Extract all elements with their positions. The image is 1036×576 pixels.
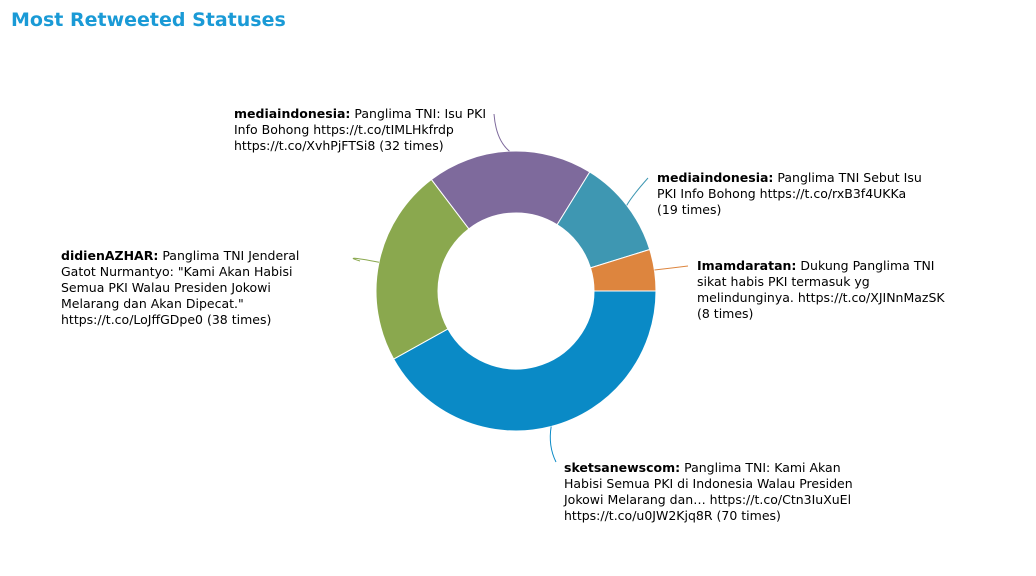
slice-label-2: didienAZHAR: Panglima TNI Jenderal Gatot… <box>61 248 333 328</box>
slice-label-1: sketsanewscom: Panglima TNI: Kami Akan H… <box>564 460 864 524</box>
slice-label-user: Imamdaratan: <box>697 258 797 273</box>
leader-line-1 <box>549 426 557 463</box>
slice-label-value: (38 times) <box>206 312 272 327</box>
pie-slice-1[interactable] <box>392 290 657 432</box>
pie-slice-5[interactable] <box>589 248 657 292</box>
slice-label-user: mediaindonesia: <box>657 170 774 185</box>
slice-label-text: Dukung Panglima TNI sikat habis PKI term… <box>697 258 945 305</box>
slices-layer <box>375 150 657 432</box>
slice-label-text: Panglima TNI: Kami Akan Habisi Semua PKI… <box>564 460 853 523</box>
slice-label-user: sketsanewscom: <box>564 460 681 475</box>
pie-slice-3[interactable] <box>430 150 591 230</box>
leader-lines-layer <box>352 113 689 463</box>
slice-label-value: (8 times) <box>697 306 754 321</box>
leader-line-2 <box>352 257 380 263</box>
page-title: Most Retweeted Statuses <box>11 9 286 31</box>
slice-label-text: Panglima TNI Sebut Isu PKI Info Bohong h… <box>657 170 922 201</box>
slice-label-value: (19 times) <box>657 202 722 217</box>
pie-slice-2[interactable] <box>375 178 470 360</box>
leader-line-4 <box>626 177 649 206</box>
slice-label-user: mediaindonesia: <box>234 106 351 121</box>
slice-label-3: mediaindonesia: Panglima TNI: Isu PKI In… <box>234 106 502 154</box>
slice-label-value: (70 times) <box>716 508 781 523</box>
slice-label-user: didienAZHAR: <box>61 248 159 263</box>
slice-label-text: Panglima TNI: Isu PKI Info Bohong https:… <box>234 106 487 153</box>
slice-label-5: Imamdaratan: Dukung Panglima TNI sikat h… <box>697 258 959 322</box>
slice-label-4: mediaindonesia: Panglima TNI Sebut Isu P… <box>657 170 929 218</box>
leader-line-5 <box>654 265 689 271</box>
slice-label-text: Panglima TNI Jenderal Gatot Nurmantyo: "… <box>61 248 300 327</box>
leader-line-3 <box>493 113 510 152</box>
slice-label-value: (32 times) <box>379 138 444 153</box>
